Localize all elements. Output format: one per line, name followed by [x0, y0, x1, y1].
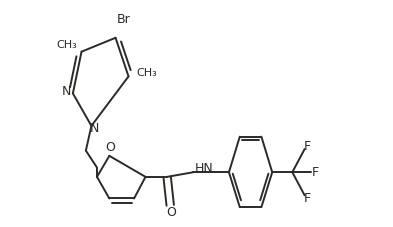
Text: CH₃: CH₃: [56, 40, 77, 50]
Text: HN: HN: [195, 162, 214, 175]
Text: N: N: [61, 85, 71, 98]
Text: O: O: [166, 206, 176, 219]
Text: N: N: [90, 122, 99, 135]
Text: F: F: [312, 166, 320, 179]
Text: F: F: [303, 192, 310, 205]
Text: CH₃: CH₃: [137, 68, 158, 78]
Text: Br: Br: [116, 13, 130, 26]
Text: O: O: [105, 141, 115, 154]
Text: F: F: [303, 140, 310, 153]
